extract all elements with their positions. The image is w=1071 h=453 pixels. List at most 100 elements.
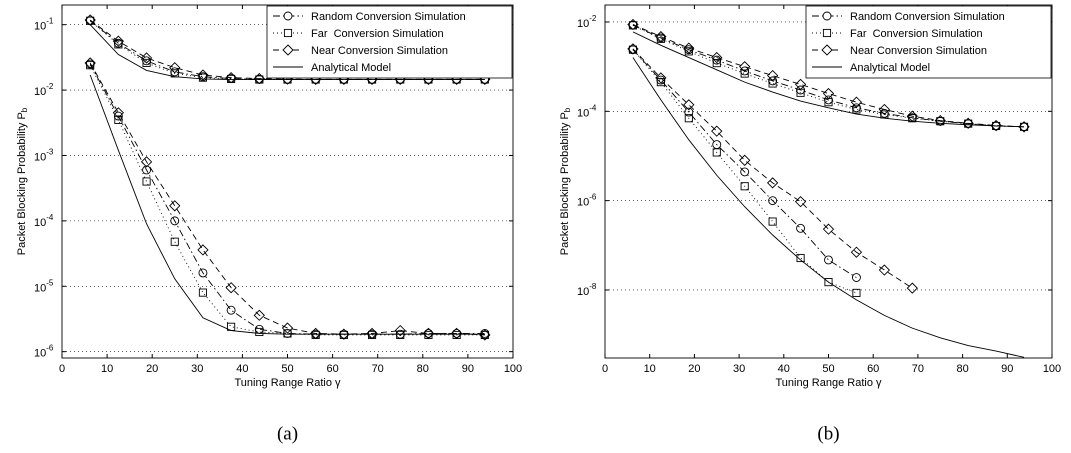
series-line xyxy=(632,57,1025,358)
y-tick-label: 10-1 xyxy=(34,17,54,33)
caption: (b) xyxy=(817,423,839,444)
legend: Random Conversion Simulation Far Conversi… xyxy=(266,5,513,79)
marker xyxy=(198,73,207,82)
marker xyxy=(627,43,639,55)
marker xyxy=(822,87,835,100)
marker xyxy=(822,28,832,38)
marker xyxy=(712,148,721,157)
marker xyxy=(684,114,693,123)
marker xyxy=(850,96,863,108)
marker xyxy=(140,156,153,168)
marker xyxy=(794,78,807,91)
marker xyxy=(84,57,96,69)
marker xyxy=(283,329,292,338)
x-tick-label: 100 xyxy=(1043,363,1061,375)
marker xyxy=(824,278,833,287)
marker xyxy=(282,44,294,56)
marker xyxy=(962,117,974,129)
series-line xyxy=(632,49,857,294)
x-tick-label: 50 xyxy=(281,363,293,375)
series-line xyxy=(89,65,485,336)
marker xyxy=(310,327,322,340)
y-tick-label: 10-2 xyxy=(34,82,54,98)
marker xyxy=(396,330,405,340)
marker xyxy=(656,78,665,87)
marker xyxy=(768,196,778,206)
y-tick-label: 10-8 xyxy=(577,282,597,298)
marker xyxy=(822,11,832,21)
marker xyxy=(255,327,264,337)
marker xyxy=(796,253,805,263)
marker xyxy=(824,255,833,265)
y-tick-label: 10-6 xyxy=(34,344,54,360)
marker xyxy=(908,114,917,123)
marker xyxy=(169,62,181,74)
marker xyxy=(170,216,180,226)
marker xyxy=(226,305,236,315)
marker xyxy=(766,177,779,189)
marker xyxy=(170,67,180,77)
marker xyxy=(142,58,151,67)
y-axis-label: Packet Blocking Probability Pb xyxy=(16,107,29,255)
legend: Random Conversion Simulation Far Conversi… xyxy=(805,5,1052,79)
marker xyxy=(140,52,153,64)
marker xyxy=(169,200,181,212)
marker xyxy=(906,282,918,294)
x-tick-label: 10 xyxy=(101,363,113,375)
chart-panel: 10-2 10-4 10-6 10-8 0 10 20 30 40 50 60 70 80 90 100 Tu… xyxy=(559,4,1061,444)
legend-box xyxy=(805,5,1052,79)
series-line xyxy=(89,62,485,336)
marker xyxy=(170,237,179,246)
y-tick-label: 10-4 xyxy=(577,103,597,119)
x-axis-label: Tuning Range Ratio γ xyxy=(235,377,341,389)
x-tick-label: 0 xyxy=(602,363,608,375)
marker xyxy=(479,329,491,341)
x-tick-label: 60 xyxy=(867,363,879,375)
marker xyxy=(850,246,863,258)
x-tick-label: 30 xyxy=(733,363,745,375)
plot-frame xyxy=(61,4,514,359)
series-line xyxy=(89,24,485,80)
y-tick-label: 10-2 xyxy=(577,14,597,30)
marker xyxy=(878,264,891,276)
series-line xyxy=(89,63,485,335)
y-tick-label: 10-4 xyxy=(34,213,54,229)
marker xyxy=(740,167,750,177)
marker xyxy=(366,327,378,340)
marker xyxy=(142,177,151,186)
marker xyxy=(112,107,125,119)
caption: (a) xyxy=(277,423,298,444)
x-tick-label: 80 xyxy=(417,363,429,375)
x-tick-label: 20 xyxy=(146,363,158,375)
marker xyxy=(142,165,152,175)
x-tick-label: 90 xyxy=(1001,363,1013,375)
marker xyxy=(851,273,861,282)
marker xyxy=(821,44,833,56)
legend-label: Random Conversion Simulation xyxy=(850,11,1005,23)
marker xyxy=(852,105,861,114)
marker xyxy=(712,59,721,68)
marker xyxy=(283,28,293,38)
plot-frame xyxy=(604,4,1053,359)
marker xyxy=(394,324,406,337)
x-tick-label: 70 xyxy=(372,363,384,375)
series-line xyxy=(632,24,1025,128)
series-line xyxy=(89,74,485,335)
series-line xyxy=(632,24,1025,128)
marker xyxy=(198,268,208,278)
marker xyxy=(936,117,945,126)
marker xyxy=(740,69,749,78)
x-tick-label: 10 xyxy=(644,363,656,375)
y-axis-label: Packet Blocking Probability Pb xyxy=(559,107,572,255)
series-line xyxy=(632,49,857,278)
marker xyxy=(225,71,237,84)
marker xyxy=(283,11,293,21)
marker xyxy=(655,30,667,43)
marker xyxy=(934,114,946,127)
x-tick-label: 100 xyxy=(504,363,522,375)
marker xyxy=(990,119,1002,132)
x-tick-label: 0 xyxy=(59,363,65,375)
legend-label: Near Conversion Simulation xyxy=(311,45,448,57)
legend-label: Analytical Model xyxy=(850,62,930,74)
